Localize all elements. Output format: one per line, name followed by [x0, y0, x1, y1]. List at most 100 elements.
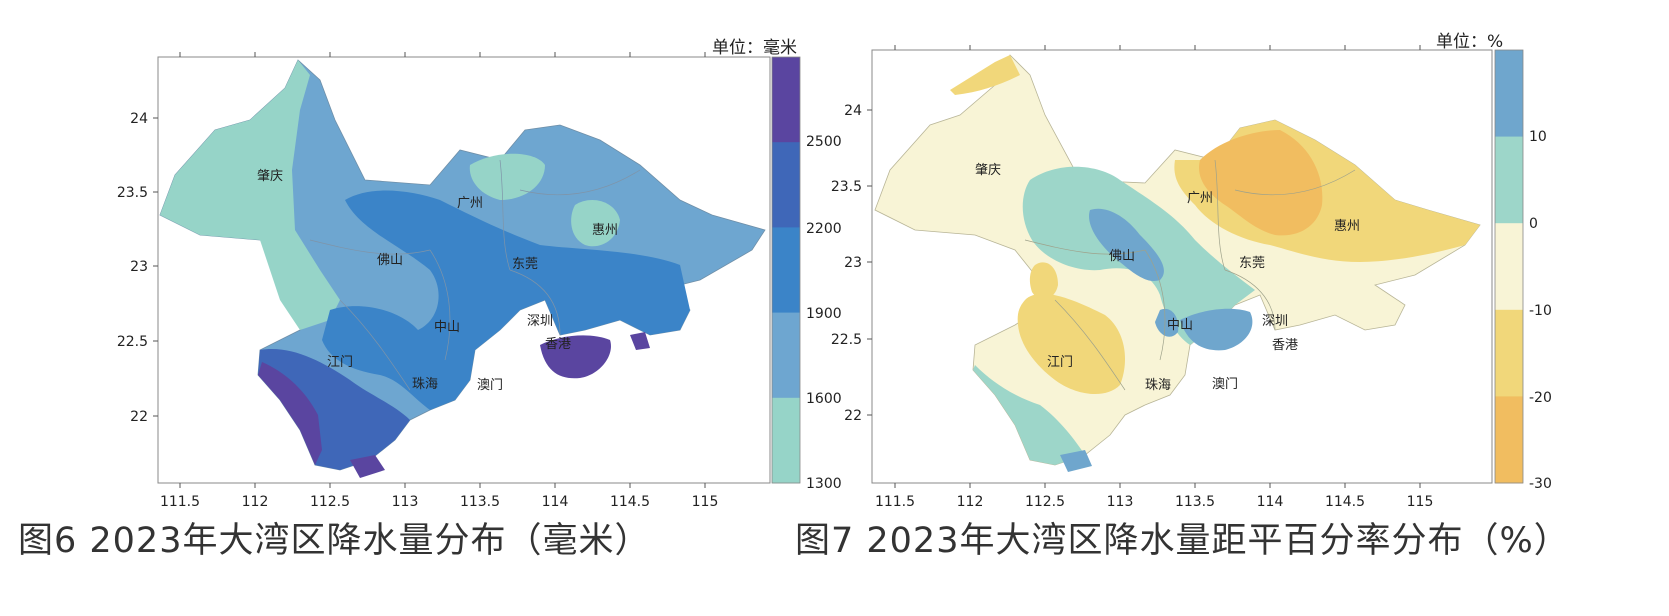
y-tick-label: 23: [130, 259, 148, 275]
map1-zone-1300-1600: [571, 200, 620, 247]
legend-color-swatch: [1495, 136, 1523, 224]
map1-zone-above-2500: [540, 335, 611, 379]
city-label: 澳门: [477, 377, 503, 393]
legend-color-swatch: [772, 227, 800, 314]
map1-zone-1900-2200: [322, 190, 690, 410]
city-label: 中山: [434, 320, 460, 335]
map1-x-axis: 111.5 112 112.5 113 113.5 114 114.5 115: [160, 52, 718, 510]
map1-zone-above-2500: [258, 362, 322, 465]
legend-color-swatch: [1495, 223, 1523, 311]
map2-caption: 图7 2023年大湾区降水量距平百分率分布（%）: [795, 521, 1570, 561]
city-label: 江门: [327, 355, 353, 370]
x-tick-label: 111.5: [160, 494, 200, 510]
legend-color-swatch: [772, 397, 800, 484]
legend-tick-label: -20: [1529, 390, 1552, 406]
legend-tick-label: 0: [1529, 216, 1538, 232]
map2-zone-above-10: [1155, 308, 1179, 337]
legend-color-swatch: [1495, 50, 1523, 138]
map1-caption: 图6 2023年大湾区降水量分布（毫米）: [18, 521, 651, 561]
legend-tick-label: 2200: [806, 221, 842, 237]
map2-x-axis: 111.5 112 112.5 113 113.5 114 114.5 115: [875, 45, 1433, 510]
city-label: 惠州: [1334, 219, 1360, 234]
city-label: 珠海: [412, 377, 438, 392]
map2-zone-minus20-minus30: [1199, 130, 1323, 236]
city-label: 江门: [1047, 355, 1073, 370]
legend-color-swatch: [1495, 309, 1523, 397]
x-tick-label: 115: [1407, 494, 1434, 510]
y-tick-label: 22: [844, 408, 862, 424]
x-tick-label: 112: [242, 494, 269, 510]
y-tick-label: 23.5: [117, 185, 148, 201]
city-label: 佛山: [377, 253, 403, 268]
legend-color-swatch: [772, 57, 800, 143]
x-tick-label: 113: [1107, 494, 1134, 510]
city-label: 佛山: [1109, 249, 1135, 264]
map1-zone-1300-1600: [469, 153, 545, 200]
x-tick-label: 112.5: [310, 494, 350, 510]
x-tick-label: 113: [392, 494, 419, 510]
map2-zone-above-10: [1060, 450, 1092, 472]
legend-color-swatch: [772, 142, 800, 228]
x-tick-label: 114.5: [1325, 494, 1365, 510]
y-tick-label: 22: [130, 409, 148, 425]
x-tick-label: 111.5: [875, 494, 915, 510]
city-label: 深圳: [527, 314, 553, 329]
map2-zone-above-10: [1089, 208, 1164, 281]
map1-zone-above-2500: [630, 332, 650, 350]
map2-zone-minus10-minus20: [950, 55, 1020, 95]
y-tick-label: 22.5: [117, 334, 148, 350]
y-tick-label: 22.5: [831, 332, 862, 348]
x-tick-label: 114: [1257, 494, 1284, 510]
x-tick-label: 114: [542, 494, 569, 510]
map1-zone-1300-1600: [160, 60, 340, 330]
city-label: 中山: [1167, 318, 1193, 333]
legend-tick-label: 1600: [806, 391, 842, 407]
x-tick-label: 112.5: [1025, 494, 1065, 510]
city-label: 澳门: [1212, 376, 1238, 392]
legend-tick-label: -30: [1529, 476, 1552, 492]
map2-unit-label: 单位：%: [1436, 32, 1504, 52]
map1-zone-2200-2500: [258, 349, 410, 470]
y-tick-label: 24: [130, 111, 148, 127]
x-tick-label: 113.5: [460, 494, 500, 510]
legend-frame: [1494, 49, 1524, 484]
city-label: 珠海: [1145, 378, 1171, 393]
legend-tick-label: 10: [1529, 129, 1547, 145]
legend-color-swatch: [772, 312, 800, 399]
city-label: 惠州: [592, 223, 618, 238]
map2-zone-0-10: [973, 365, 1085, 465]
map1-unit-label: 单位：毫米: [712, 38, 797, 58]
city-label: 广州: [457, 196, 483, 211]
legend-tick-label: 2500: [806, 134, 842, 150]
map1-boundaries: [309, 159, 641, 391]
map2-zone-above-10: [1180, 308, 1253, 351]
legend-color-swatch: [1495, 396, 1523, 484]
map1-zone-above-2500: [350, 455, 385, 478]
map2-zone-minus10-minus20: [1029, 262, 1058, 300]
y-tick-label: 24: [844, 103, 862, 119]
city-label: 香港: [545, 337, 571, 352]
x-tick-label: 114.5: [610, 494, 650, 510]
city-label: 东莞: [512, 257, 538, 272]
legend-tick-label: -10: [1529, 303, 1552, 319]
x-tick-label: 113.5: [1175, 494, 1215, 510]
map1-color-legend: 2500 2200 1900 1600 1300: [771, 56, 842, 492]
x-tick-label: 112: [957, 494, 984, 510]
legend-tick-label: 1900: [806, 306, 842, 322]
map1-y-axis: 24 23.5 23 22.5 22: [117, 111, 158, 425]
city-label: 肇庆: [975, 163, 1001, 178]
map2-y-axis: 24 23.5 23 22.5 22: [831, 103, 872, 424]
map2-boundaries: [1024, 159, 1356, 391]
city-label: 东莞: [1239, 256, 1265, 271]
city-label: 广州: [1187, 191, 1213, 206]
x-tick-label: 115: [692, 494, 719, 510]
y-tick-label: 23.5: [831, 179, 862, 195]
city-label: 深圳: [1262, 314, 1288, 329]
legend-tick-label: 1300: [806, 476, 842, 492]
map2-color-legend: 10 0 -10 -20 -30: [1494, 49, 1552, 492]
y-tick-label: 23: [844, 255, 862, 271]
legend-frame: [771, 56, 801, 484]
map2-zone-minus10-minus20: [1017, 293, 1125, 395]
